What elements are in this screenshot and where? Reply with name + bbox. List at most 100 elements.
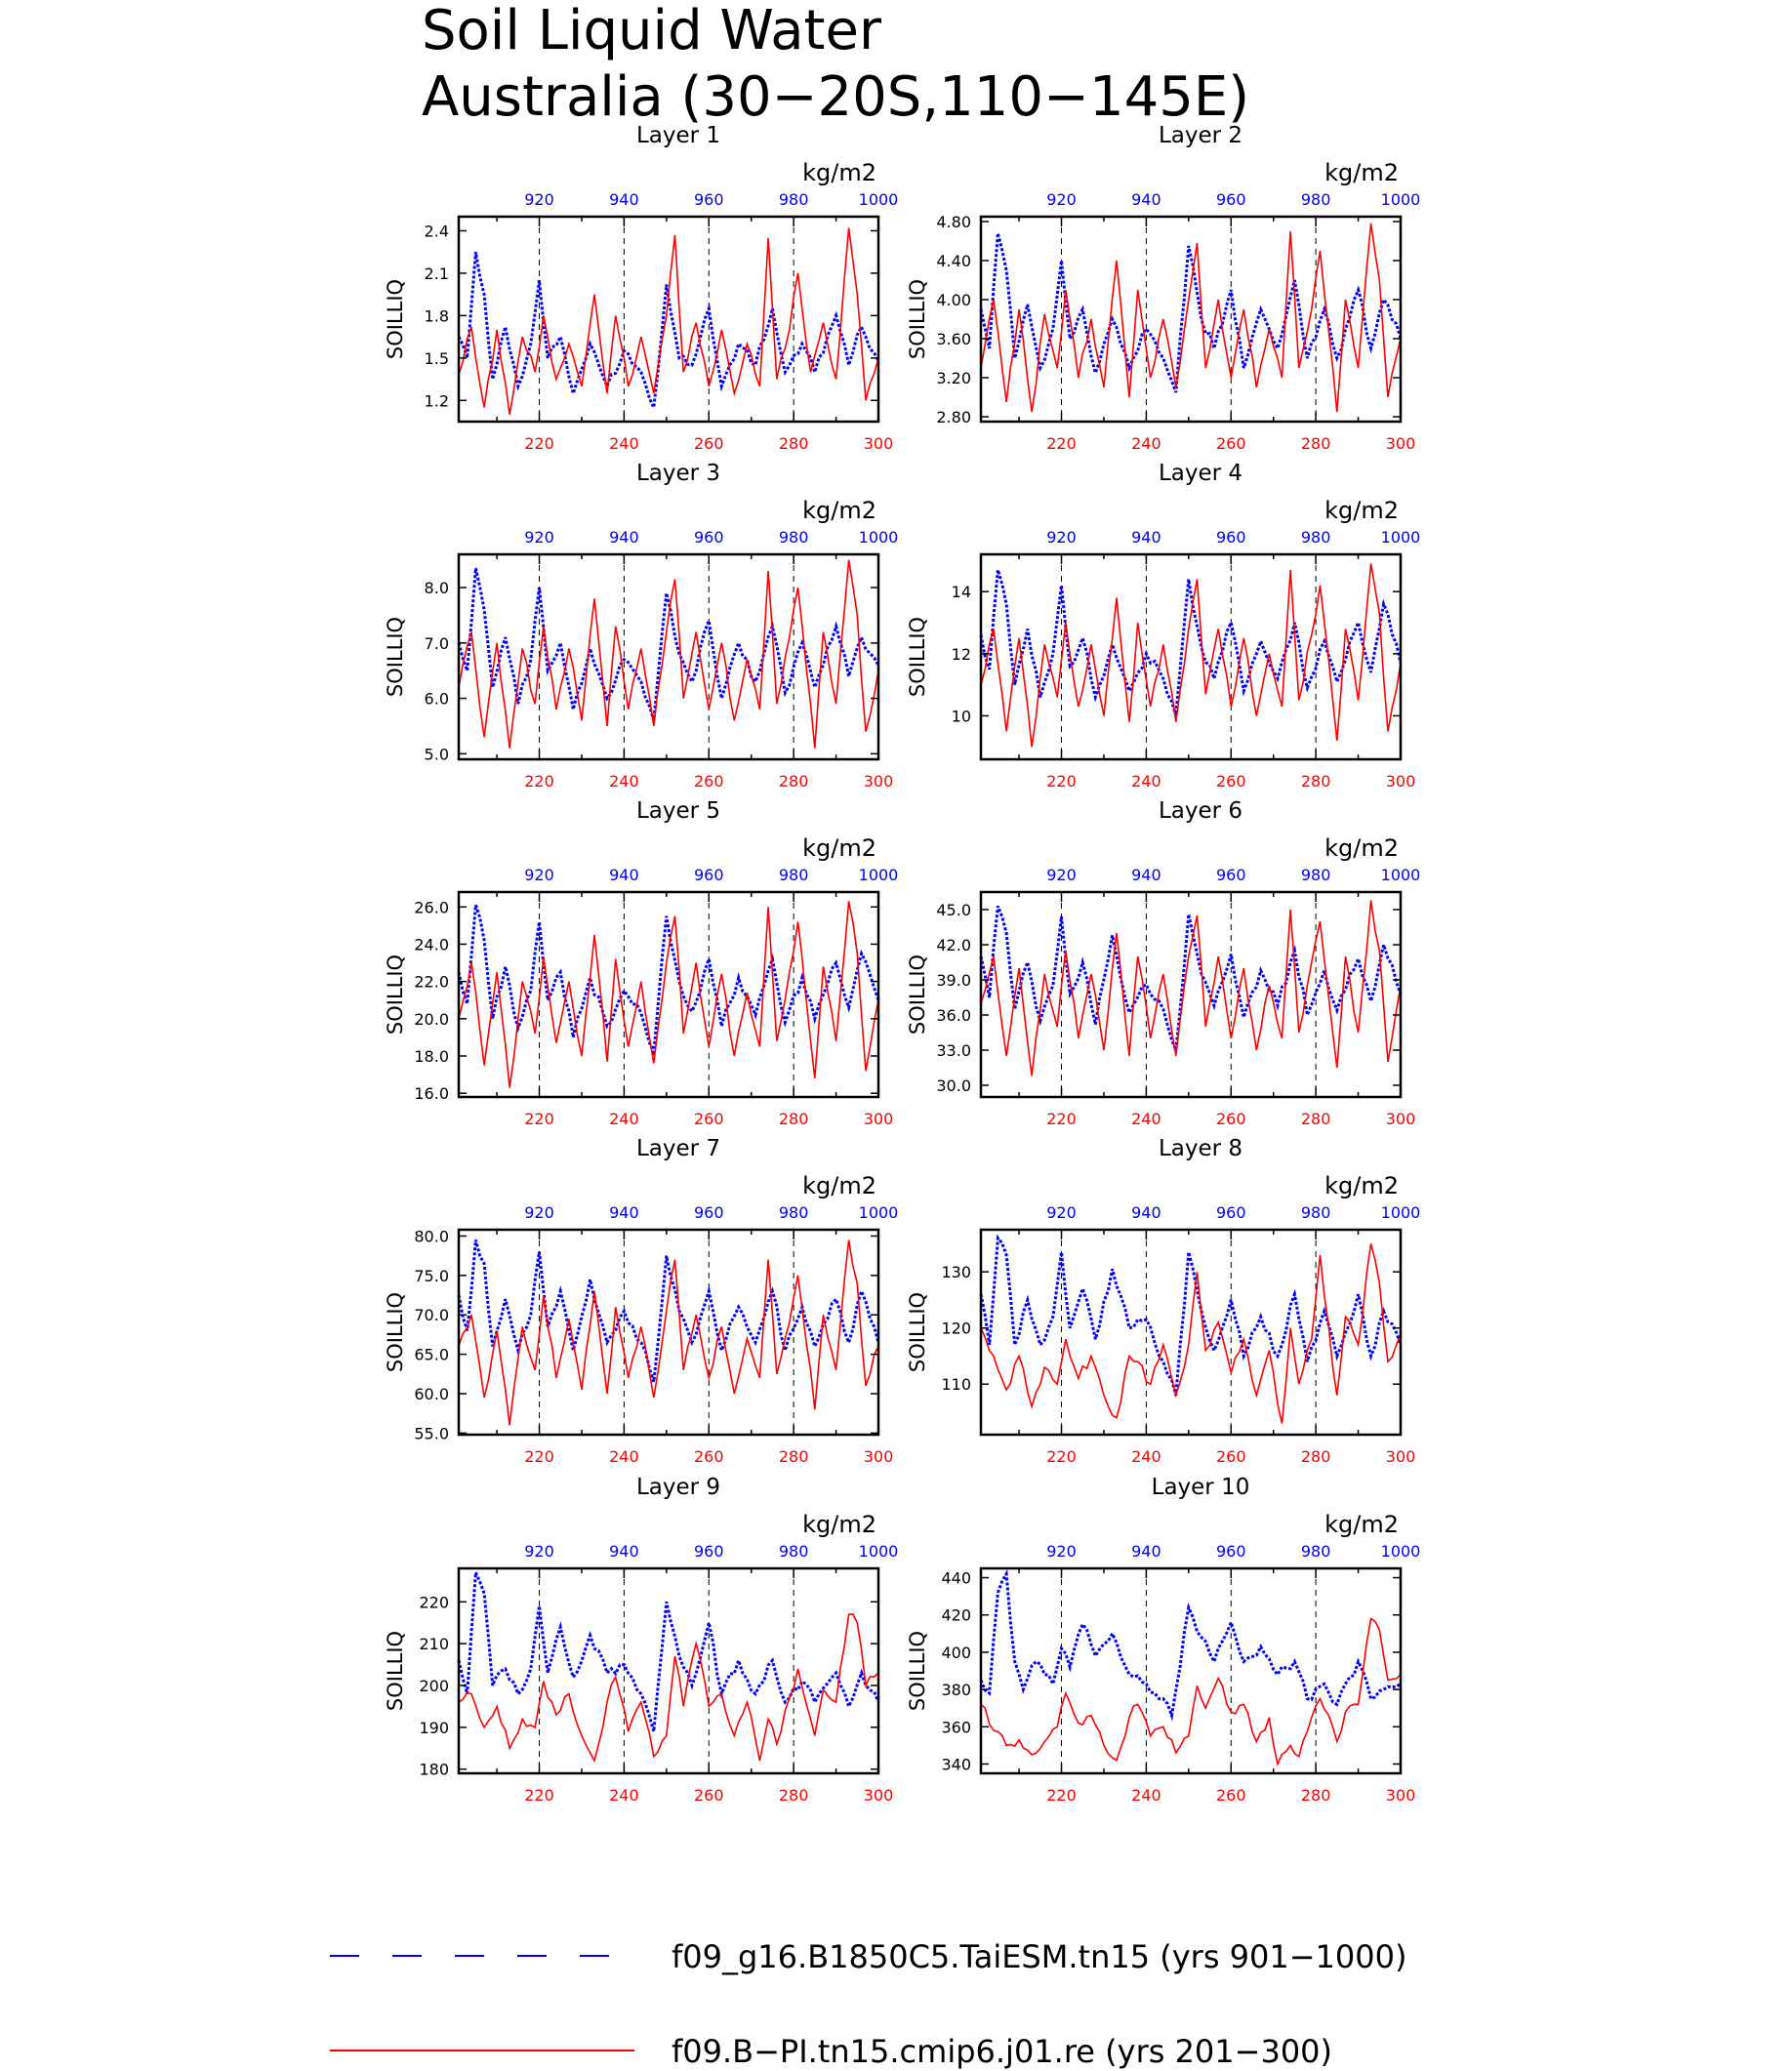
x-tick-label-bottom: 280 [1301, 772, 1331, 791]
plot-frame [457, 552, 880, 761]
y-tick-label: 340 [941, 1755, 971, 1773]
x-tick-label-bottom: 220 [1046, 772, 1077, 791]
units-label: kg/m2 [1324, 497, 1399, 524]
x-tick-label-top: 980 [779, 1203, 809, 1222]
y-tick-label: 200 [419, 1677, 449, 1695]
x-tick-label-bottom: 280 [779, 434, 809, 453]
plot-frame [457, 215, 880, 424]
x-tick-label-top: 940 [1131, 528, 1161, 547]
series-line-taiesm [457, 1571, 880, 1732]
y-axis-label: SOILLIQ [906, 279, 929, 359]
x-tick-label-bottom: 220 [1046, 1447, 1077, 1466]
panel-title: Layer 9 [636, 1475, 720, 1500]
y-tick-label: 39.0 [936, 971, 971, 990]
x-tick-label-bottom: 240 [1131, 1786, 1161, 1805]
series-line-cmip6 [980, 1243, 1402, 1424]
x-tick-label-top: 960 [694, 528, 724, 547]
y-tick-label: 8.0 [425, 579, 449, 597]
x-tick-label-bottom: 220 [524, 1786, 554, 1805]
panel-layer-6: Layer 6 kg/m2 30.0 33.0 36.0 39.0 42.0 45.0 SOIL… [906, 798, 1420, 1128]
y-tick-label: 210 [419, 1635, 449, 1653]
y-tick-label: 4.00 [936, 291, 971, 309]
y-tick-label: 12 [952, 645, 971, 664]
legend-label-taiesm: f09_g16.B1850C5.TaiESM.tn15 (yrs 901−100… [672, 1938, 1406, 1975]
y-tick-label: 30.0 [936, 1076, 971, 1095]
x-tick-label-bottom: 300 [1386, 1447, 1416, 1466]
x-tick-label-top: 920 [1046, 1203, 1077, 1222]
y-tick-label: 1.2 [425, 391, 449, 410]
panel-title: Layer 4 [1159, 461, 1242, 486]
y-tick-label: 18.0 [414, 1047, 449, 1066]
x-tick-label-bottom: 240 [609, 434, 639, 453]
x-tick-label-top: 960 [694, 1542, 724, 1561]
panel-title: Layer 3 [636, 461, 720, 486]
y-tick-label: 65.0 [414, 1346, 449, 1364]
x-tick-label-top: 980 [779, 528, 809, 547]
x-tick-label-top: 920 [524, 1203, 554, 1222]
x-tick-label-top: 1000 [1381, 528, 1421, 547]
x-tick-label-bottom: 300 [1386, 1786, 1416, 1805]
x-tick-label-bottom: 260 [1216, 1110, 1246, 1128]
series-line-taiesm [979, 232, 1403, 393]
x-tick-label-bottom: 260 [1216, 434, 1246, 453]
y-tick-label: 6.0 [425, 690, 449, 709]
y-tick-label: 220 [419, 1593, 449, 1611]
units-label: kg/m2 [1324, 834, 1399, 862]
panel-title: Layer 7 [636, 1136, 720, 1161]
y-tick-label: 42.0 [936, 936, 971, 954]
y-tick-label: 70.0 [414, 1306, 449, 1324]
x-tick-label-top: 1000 [1381, 1203, 1421, 1222]
x-tick-label-bottom: 300 [864, 1110, 894, 1128]
panel-title: Layer 5 [636, 798, 720, 824]
x-tick-label-top: 1000 [859, 1542, 899, 1561]
x-tick-label-top: 980 [779, 866, 809, 884]
x-tick-label-bottom: 300 [1386, 1110, 1416, 1128]
x-tick-label-bottom: 220 [1046, 434, 1077, 453]
units-label: kg/m2 [802, 834, 876, 862]
x-tick-label-bottom: 280 [1301, 1110, 1331, 1128]
y-tick-label: 3.20 [936, 369, 971, 387]
x-tick-label-bottom: 220 [524, 1447, 554, 1466]
x-tick-label-bottom: 300 [864, 1447, 894, 1466]
x-tick-label-top: 920 [524, 866, 554, 884]
y-axis-label: SOILLIQ [906, 617, 929, 697]
series-line-taiesm [457, 567, 880, 721]
y-tick-label: 360 [941, 1718, 971, 1736]
y-tick-label: 24.0 [414, 935, 449, 954]
y-tick-label: 380 [941, 1681, 971, 1699]
units-label: kg/m2 [1324, 1172, 1399, 1199]
plot-frame [979, 890, 1403, 1099]
y-tick-label: 45.0 [936, 901, 971, 919]
y-tick-label: 7.0 [425, 634, 449, 653]
x-tick-label-top: 1000 [859, 1203, 899, 1222]
series-line-cmip6 [458, 901, 879, 1088]
y-tick-label: 4.40 [936, 252, 971, 270]
x-tick-label-top: 1000 [859, 528, 899, 547]
y-tick-label: 10 [952, 707, 971, 725]
x-tick-label-bottom: 240 [609, 772, 639, 791]
plot-frame [979, 1566, 1403, 1775]
x-tick-label-top: 1000 [1381, 866, 1421, 884]
y-tick-label: 180 [419, 1761, 449, 1779]
y-tick-label: 2.1 [425, 264, 449, 283]
series-line-cmip6 [458, 559, 879, 749]
x-tick-label-bottom: 280 [1301, 1447, 1331, 1466]
units-label: kg/m2 [802, 1511, 876, 1538]
x-tick-label-bottom: 240 [609, 1110, 639, 1128]
x-tick-label-bottom: 300 [1386, 434, 1416, 453]
series-line-taiesm [457, 1239, 880, 1383]
x-tick-label-top: 980 [1301, 1542, 1331, 1561]
units-label: kg/m2 [1324, 1511, 1399, 1538]
legend-label-cmip6: f09.B−PI.tn15.cmip6.j01.re (yrs 201−300) [672, 2033, 1332, 2070]
x-tick-label-top: 940 [1131, 190, 1161, 209]
x-tick-label-bottom: 260 [1216, 772, 1246, 791]
y-tick-label: 55.0 [414, 1424, 449, 1442]
series-line-cmip6 [980, 563, 1402, 748]
x-tick-label-bottom: 220 [524, 772, 554, 791]
x-tick-label-bottom: 300 [1386, 772, 1416, 791]
x-tick-label-bottom: 240 [1131, 1110, 1161, 1128]
y-tick-label: 14 [952, 583, 971, 601]
x-tick-label-bottom: 280 [779, 1110, 809, 1128]
y-axis-label: SOILLIQ [906, 954, 929, 1035]
x-tick-label-top: 960 [1216, 190, 1246, 209]
